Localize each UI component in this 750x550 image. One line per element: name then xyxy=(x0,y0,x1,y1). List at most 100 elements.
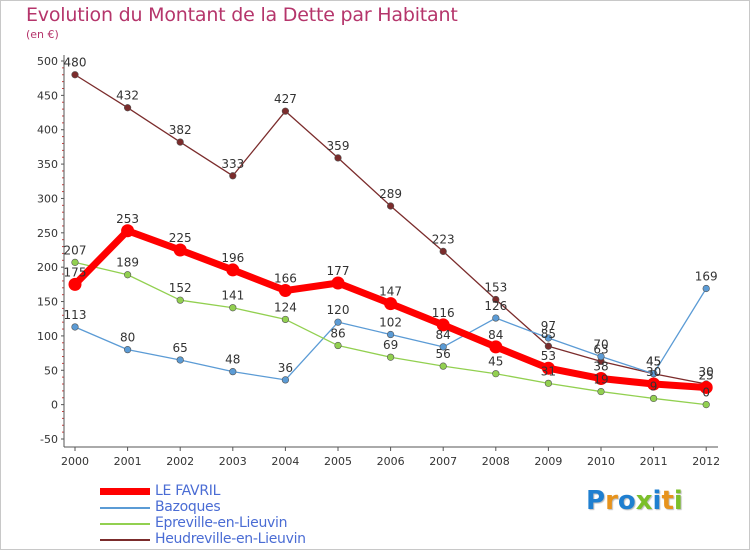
y-minor-tick xyxy=(62,108,64,110)
y-minor-tick xyxy=(62,273,64,275)
series-lines xyxy=(68,71,713,409)
data-point xyxy=(439,247,447,255)
data-label: 169 xyxy=(695,269,718,283)
x-tick-label: 2007 xyxy=(429,455,457,468)
legend-swatch xyxy=(100,488,150,495)
data-label: 189 xyxy=(116,256,139,270)
data-point xyxy=(334,154,342,162)
x-tick-label: 2008 xyxy=(482,455,510,468)
y-minor-tick xyxy=(62,136,64,138)
y-minor-tick xyxy=(62,314,64,316)
data-point xyxy=(123,271,132,279)
data-label: 56 xyxy=(436,347,451,361)
data-point xyxy=(121,224,135,238)
data-point xyxy=(492,295,500,304)
y-minor-tick xyxy=(62,142,64,144)
data-point xyxy=(544,342,553,350)
y-minor-tick xyxy=(62,191,64,193)
data-label: 69 xyxy=(383,338,398,352)
data-label: 38 xyxy=(593,360,608,374)
y-minor-tick xyxy=(62,211,64,213)
y-minor-tick xyxy=(62,239,64,241)
y-minor-tick xyxy=(62,328,64,330)
data-label: 289 xyxy=(379,187,402,201)
data-point xyxy=(649,370,658,378)
y-minor-tick xyxy=(62,74,64,76)
data-point xyxy=(489,340,503,354)
data-label: 19 xyxy=(593,373,608,387)
y-tick-label: 0 xyxy=(51,399,58,412)
data-point xyxy=(699,380,713,394)
data-label: 31 xyxy=(541,364,556,378)
y-minor-tick xyxy=(62,321,64,323)
y-tick-label: 150 xyxy=(37,296,58,309)
y-minor-tick xyxy=(62,184,64,186)
y-minor-tick xyxy=(62,342,64,344)
data-label: 116 xyxy=(432,306,455,320)
legend-label: LE FAVRIL xyxy=(155,483,221,499)
y-minor-tick xyxy=(62,156,64,158)
legend-label: Epreville-en-Lieuvin xyxy=(155,515,288,531)
y-minor-tick xyxy=(62,431,64,433)
data-label: 120 xyxy=(327,303,350,317)
x-tick-label: 2003 xyxy=(219,455,247,468)
data-label: 480 xyxy=(64,56,87,70)
data-label: 45 xyxy=(488,355,503,369)
data-label: 207 xyxy=(64,243,87,257)
y-tick-label: 350 xyxy=(37,158,58,171)
y-minor-tick xyxy=(62,349,64,351)
data-point xyxy=(387,353,395,361)
y-minor-tick xyxy=(62,307,64,309)
x-tick-label: 2001 xyxy=(114,455,142,468)
data-label: 65 xyxy=(173,341,188,355)
data-label: 63 xyxy=(593,342,608,356)
y-tick-label: 300 xyxy=(37,192,58,205)
data-label: 45 xyxy=(646,355,661,369)
data-point xyxy=(647,377,661,391)
data-label: 382 xyxy=(169,123,192,137)
data-label: 432 xyxy=(116,89,139,103)
legend-swatch xyxy=(100,539,150,541)
y-tick-label: 200 xyxy=(37,261,58,274)
y-minor-tick xyxy=(62,383,64,385)
data-label: 36 xyxy=(278,361,293,375)
y-minor-tick xyxy=(62,294,64,296)
data-label: 113 xyxy=(64,308,87,322)
data-label: 359 xyxy=(327,139,350,153)
data-point xyxy=(387,330,395,339)
data-point xyxy=(281,107,290,115)
data-point xyxy=(68,277,82,291)
y-minor-tick xyxy=(62,225,64,227)
data-label: 45 xyxy=(646,355,661,369)
data-label: 85 xyxy=(541,327,556,341)
y-minor-tick xyxy=(62,252,64,254)
data-point xyxy=(226,263,240,277)
data-label: 48 xyxy=(225,353,240,367)
data-label: 152 xyxy=(169,281,192,295)
y-tick-label: 50 xyxy=(44,364,58,377)
x-tick-label: 2009 xyxy=(534,455,562,468)
y-minor-tick xyxy=(62,411,64,413)
data-label: 225 xyxy=(169,231,192,245)
data-point xyxy=(176,296,184,304)
data-point xyxy=(176,356,184,364)
x-tick-label: 2006 xyxy=(377,455,405,468)
data-point xyxy=(281,376,290,384)
data-point xyxy=(278,284,292,298)
y-minor-tick xyxy=(62,170,64,172)
proxiti-logo: Proxiti xyxy=(586,486,683,516)
y-minor-tick xyxy=(62,218,64,220)
y-minor-tick xyxy=(62,81,64,83)
data-label: 147 xyxy=(379,285,402,299)
data-label: 97 xyxy=(541,319,556,333)
data-label: 177 xyxy=(327,264,350,278)
data-point xyxy=(439,362,447,370)
data-label: 9 xyxy=(650,379,658,393)
data-point xyxy=(229,368,237,376)
x-tick-label: 2010 xyxy=(587,455,615,468)
y-minor-tick xyxy=(62,115,64,117)
data-point xyxy=(597,387,605,396)
y-tick-label: 400 xyxy=(37,124,58,137)
